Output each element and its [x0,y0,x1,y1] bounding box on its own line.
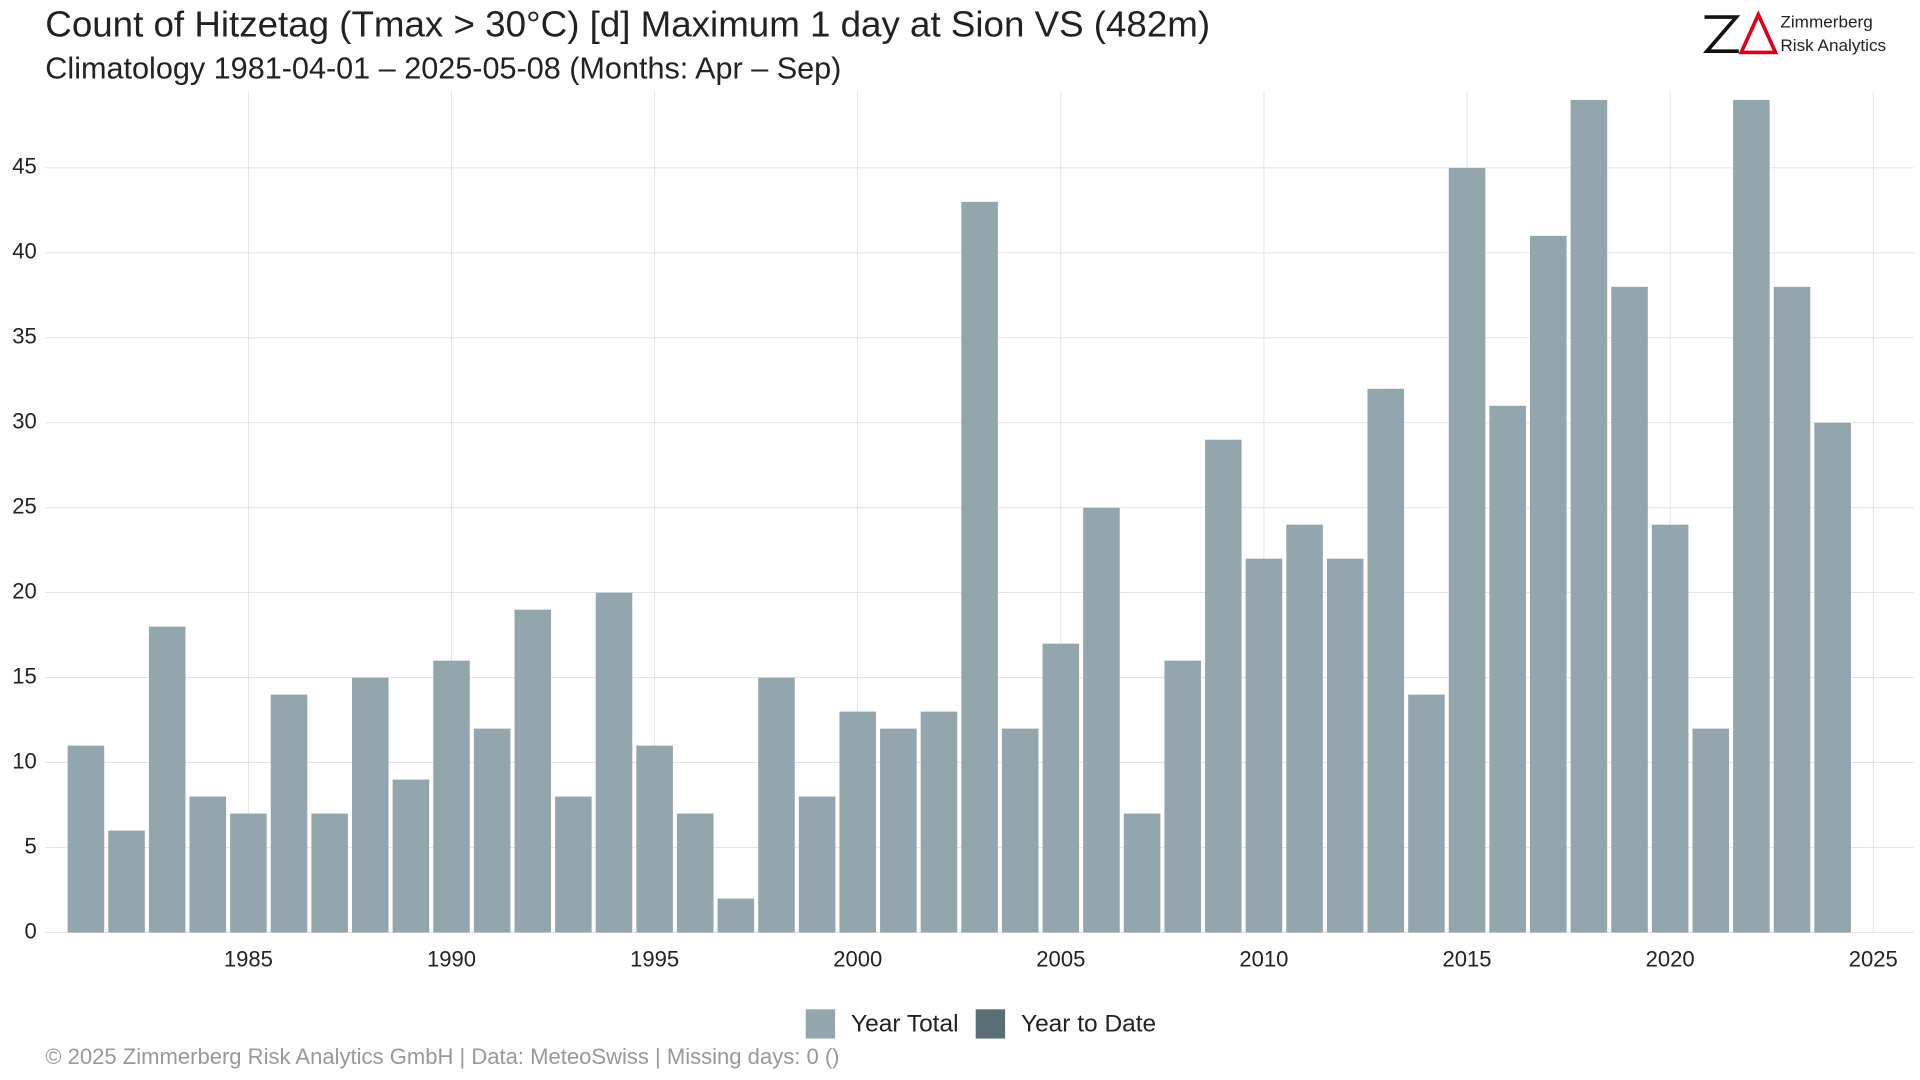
legend-swatch [975,1009,1006,1039]
x-tick-label: 2005 [1036,946,1085,971]
footer: © 2025 Zimmerberg Risk Analytics GmbH | … [45,1044,839,1069]
bar [1205,439,1242,933]
bar [1530,235,1567,933]
y-tick-label: 0 [24,918,36,943]
bar [1123,813,1161,933]
x-tick-label: 2025 [1849,946,1898,971]
logo: Zimmerberg Risk Analytics [1702,10,1886,55]
bar [311,813,348,933]
x-tick-label: 2020 [1646,946,1695,971]
logo-z [1702,15,1741,54]
bar [1692,728,1730,933]
bar [433,660,470,933]
y-tick-label: 35 [12,324,37,349]
bar [1489,405,1526,933]
bar [595,592,633,933]
bar [392,779,430,933]
bar [148,626,186,933]
y-tick-label: 15 [12,663,37,688]
bar [1001,728,1039,933]
y-tick-label: 45 [12,154,37,179]
bar [1733,99,1770,933]
bar [676,813,714,933]
chart-title: Count of Hitzetag (Tmax > 30°C) [d] Maxi… [45,4,1210,45]
bar [839,711,877,933]
y-tick-label: 30 [12,409,37,434]
logo-text: Zimmerberg [1780,13,1872,32]
y-tick-label: 40 [12,239,37,264]
bar [1773,286,1811,933]
x-tick-label: 1990 [427,946,476,971]
legend-swatch [805,1009,836,1039]
bar [920,711,958,933]
bar [758,677,795,933]
y-tick-label: 20 [12,579,37,604]
bar [1042,643,1080,933]
bar [1367,388,1405,933]
x-tick-label: 2000 [833,946,882,971]
x-tick-label: 2010 [1239,946,1288,971]
bar [1326,558,1364,933]
bar [1286,524,1323,933]
bar [1570,99,1608,933]
bar [473,728,511,933]
bar [1651,524,1689,933]
bar [717,898,755,933]
bar [351,677,389,933]
legend-label: Year Total [851,1011,959,1038]
bar [270,694,308,933]
logo-triangle [1738,10,1779,55]
logo-text: Risk Analytics [1780,36,1886,55]
bar [798,796,836,933]
bar [189,796,227,933]
bar [1164,660,1201,933]
legend-label: Year to Date [1021,1011,1156,1038]
bar [108,830,145,933]
bar [961,201,998,933]
bar [555,796,592,933]
bar [636,745,673,933]
y-tick-label: 10 [12,748,37,773]
x-tick-label: 2015 [1443,946,1492,971]
y-tick-label: 25 [12,494,37,519]
bar [514,609,552,933]
bar [1611,286,1648,933]
bar [230,813,267,933]
bar [880,728,917,933]
bar [1245,558,1283,933]
bar [67,745,105,933]
bar [1083,507,1120,933]
chart-subtitle: Climatology 1981-04-01 – 2025-05-08 (Mon… [45,52,841,86]
y-tick-label: 5 [24,833,36,858]
bar [1448,167,1486,933]
x-tick-label: 1985 [224,946,273,971]
x-tick-label: 1995 [630,946,679,971]
bar [1408,694,1445,933]
bar [1814,422,1851,933]
